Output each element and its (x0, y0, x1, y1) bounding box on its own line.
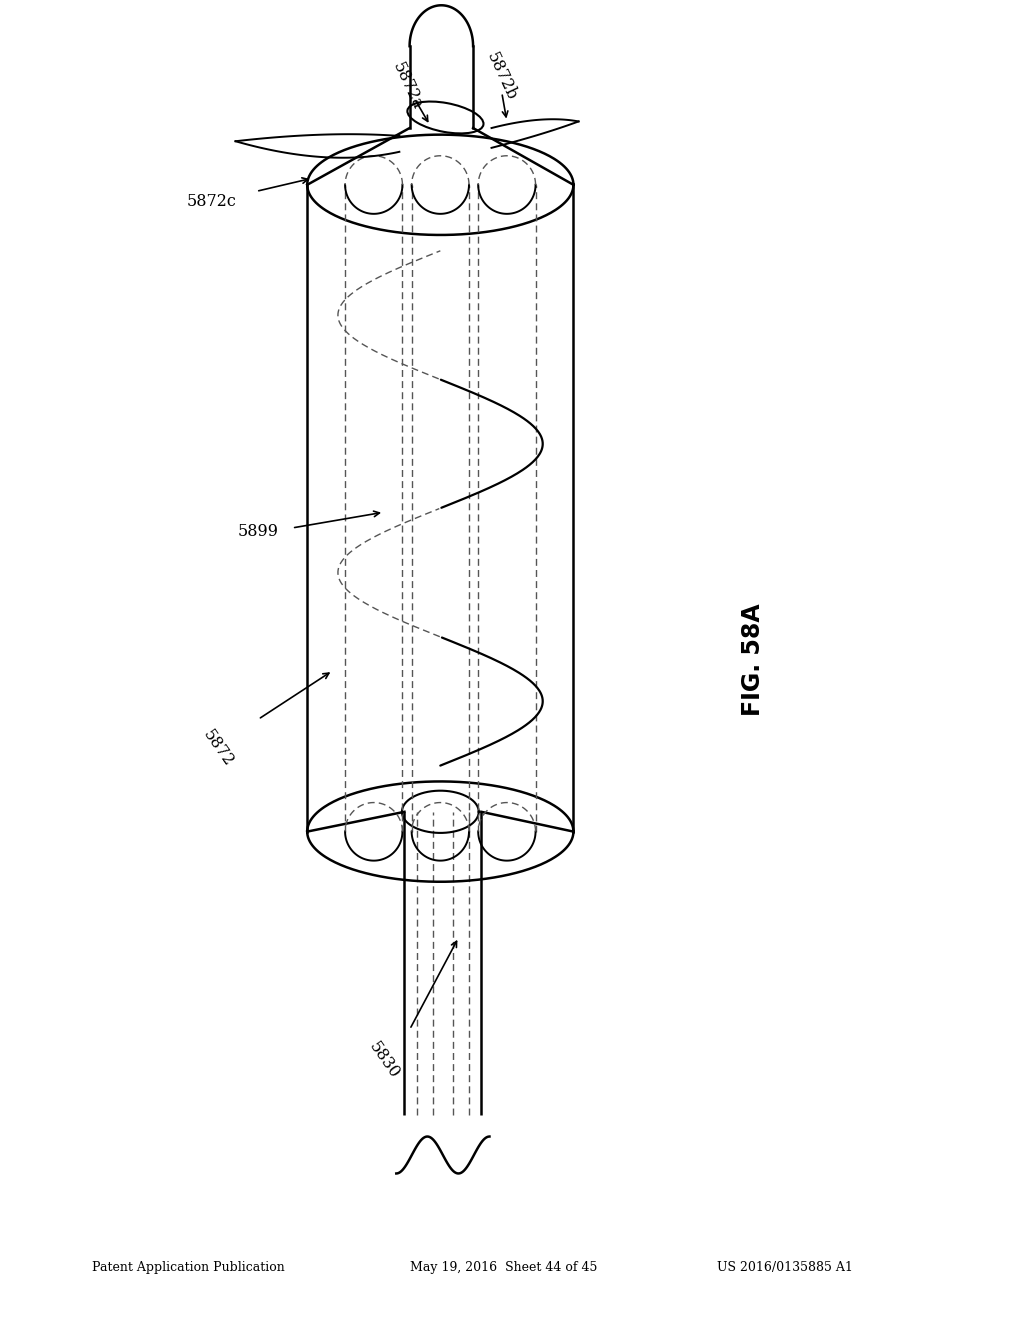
Text: 5872: 5872 (200, 727, 237, 770)
Text: 5872c: 5872c (187, 194, 237, 210)
Text: US 2016/0135885 A1: US 2016/0135885 A1 (717, 1261, 853, 1274)
Text: 5830: 5830 (366, 1039, 402, 1081)
Text: FIG. 58A: FIG. 58A (740, 603, 765, 717)
Text: 5899: 5899 (238, 524, 279, 540)
Text: 5872a: 5872a (389, 59, 426, 112)
Text: 5872b: 5872b (483, 50, 520, 103)
Text: Patent Application Publication: Patent Application Publication (92, 1261, 285, 1274)
Text: May 19, 2016  Sheet 44 of 45: May 19, 2016 Sheet 44 of 45 (410, 1261, 597, 1274)
